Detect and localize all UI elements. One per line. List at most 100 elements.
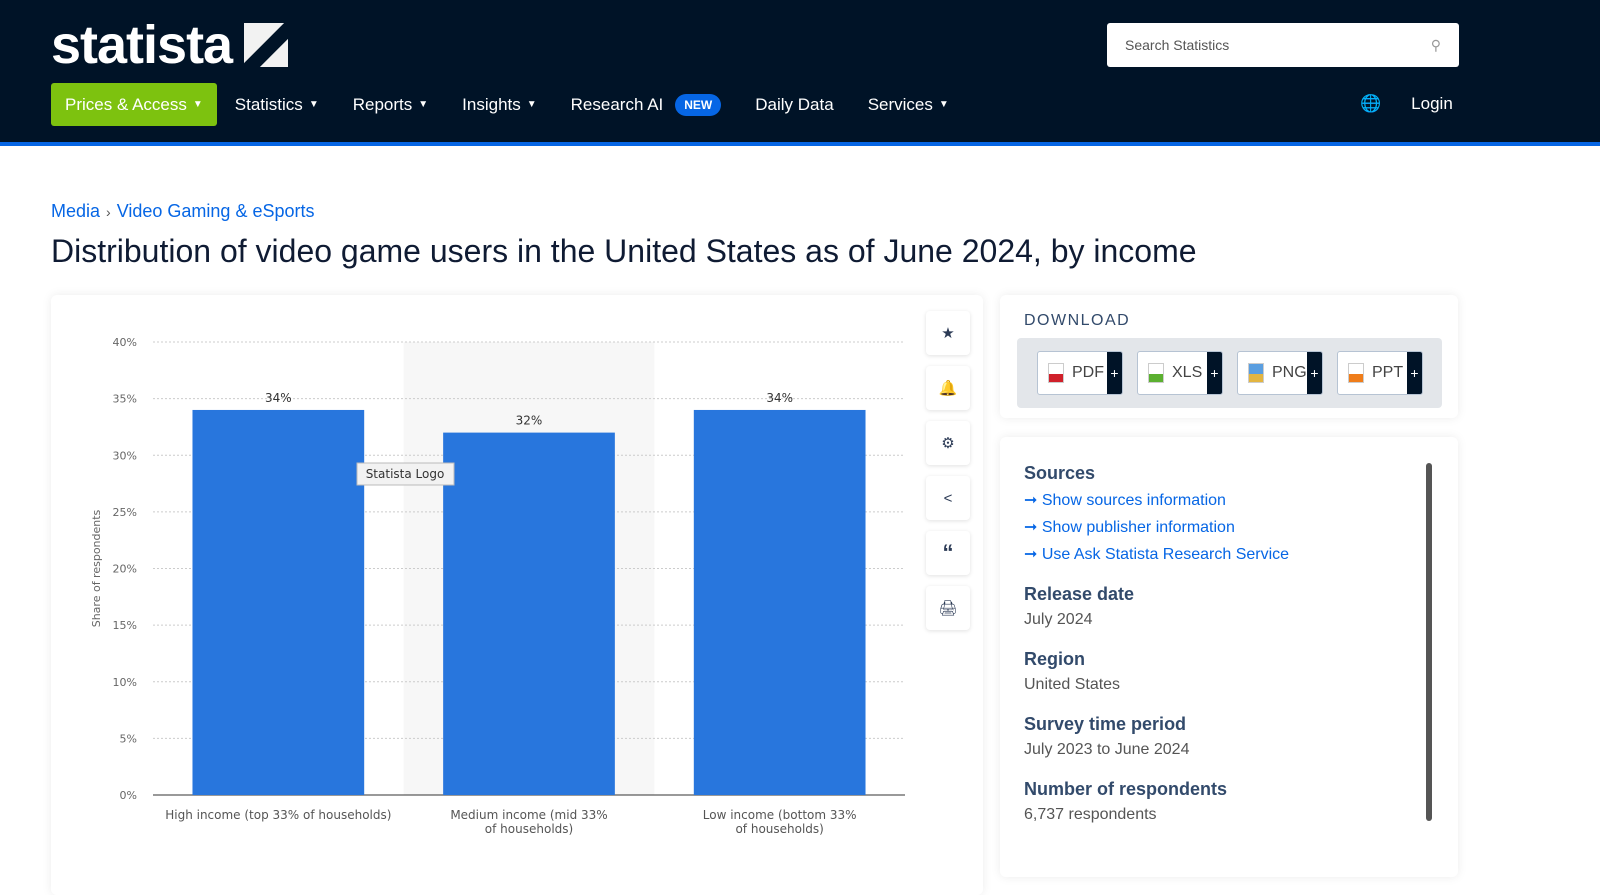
respondents-value: 6,737 respondents (1024, 806, 1157, 823)
chart-card: 0% 5% 10% 15% 20% 25% 30% 35% 40% Share of respon… (51, 295, 983, 895)
link-label: Show sources information (1041, 492, 1226, 509)
region-value: United States (1024, 676, 1121, 693)
respondents-label: Number of respondents (1024, 779, 1228, 799)
button-label: PPT (1372, 364, 1404, 381)
x-tick-label: Medium income (mid 33% (450, 808, 607, 822)
favorite-star-icon[interactable]: ★ (926, 311, 970, 355)
plus-icon[interactable]: + (1407, 352, 1422, 394)
y-tick-label: 20% (113, 563, 137, 576)
login-link[interactable]: Login (1411, 94, 1453, 113)
nav-label: Reports (352, 94, 413, 114)
region-label: Region (1024, 649, 1085, 669)
arrow-right-icon: ➞ (1024, 519, 1042, 536)
logo-mark-icon (244, 23, 289, 67)
statista-logo[interactable]: statista (51, 14, 289, 76)
download-ppt-button[interactable]: PPT + (1337, 351, 1423, 395)
header-divider (0, 142, 1600, 146)
search-icon[interactable]: ⚲ (1430, 36, 1441, 53)
scrollbar[interactable] (1426, 463, 1432, 821)
cite-quote-icon[interactable]: “ (926, 531, 970, 575)
breadcrumb-video-gaming[interactable]: Video Gaming & eSports (116, 201, 315, 221)
y-tick-label: 25% (113, 506, 137, 519)
plus-icon[interactable]: + (1207, 352, 1222, 394)
arrow-right-icon: ➞ (1024, 492, 1042, 509)
globe-icon[interactable]: 🌐 (1360, 94, 1382, 113)
button-label: PDF (1072, 364, 1104, 381)
nav-insights[interactable]: Insights ▼ (462, 95, 537, 115)
caret-down-icon: ▼ (192, 99, 203, 110)
survey-period-value: July 2023 to June 2024 (1024, 741, 1190, 758)
statistic-details-card: Sources ➞ Show sources information ➞ Sho… (1000, 437, 1458, 877)
caret-down-icon: ▼ (938, 99, 949, 110)
page-title: Distribution of video game users in the … (51, 233, 1197, 269)
x-tick-label: Low income (bottom 33% (703, 808, 857, 822)
link-label: Use Ask Statista Research Service (1041, 546, 1290, 563)
x-tick-label: High income (top 33% of households) (165, 808, 391, 822)
nav-label: Prices & Access (65, 94, 187, 114)
data-label: 34% (265, 391, 292, 405)
site-header: statista Search Statistics ⚲ Prices & Acc… (0, 0, 1600, 142)
nav-label: Daily Data (755, 94, 834, 114)
search-input[interactable]: Search Statistics ⚲ (1107, 23, 1459, 67)
arrow-right-icon: ➞ (1024, 546, 1042, 563)
statista-logo-tooltip (356, 462, 455, 486)
settings-gear-icon[interactable]: ⚙ (926, 421, 970, 465)
nav-prices-access[interactable]: Prices & Access ▼ (51, 83, 217, 126)
sources-heading: Sources (1024, 463, 1096, 483)
share-icon[interactable]: < (926, 476, 970, 520)
y-tick-label: 40% (113, 336, 137, 349)
logo-text: statista (51, 15, 233, 75)
plus-icon[interactable]: + (1307, 352, 1322, 394)
data-label: 34% (766, 391, 793, 405)
caret-down-icon: ▼ (526, 99, 537, 110)
y-axis-title: Share of respondents (90, 509, 103, 627)
y-tick-label: 15% (113, 619, 137, 632)
bar (443, 432, 615, 795)
new-badge: NEW (675, 93, 722, 116)
breadcrumb-separator: › (106, 204, 111, 220)
release-date-value: July 2024 (1024, 611, 1093, 628)
survey-period-label: Survey time period (1024, 714, 1187, 734)
button-label: XLS (1172, 364, 1203, 381)
data-label: 32% (516, 414, 543, 428)
button-label: PNG (1272, 364, 1307, 381)
png-image-icon (1248, 363, 1264, 383)
main-nav: Prices & Access ▼ Statistics ▼ Reports ▼ In… (51, 83, 983, 126)
plus-icon[interactable]: + (1107, 352, 1122, 394)
bar-chart: 0% 5% 10% 15% 20% 25% 30% 35% 40% Share of respon… (90, 336, 905, 836)
bar (693, 409, 866, 795)
caret-down-icon: ▼ (418, 99, 429, 110)
download-xls-button[interactable]: XLS + (1137, 351, 1223, 395)
y-tick-label: 35% (113, 393, 137, 406)
nav-label: Research AI (570, 94, 664, 114)
y-tick-label: 0% (120, 789, 137, 802)
notification-bell-icon[interactable]: 🔔 (926, 366, 970, 410)
y-tick-label: 30% (113, 449, 137, 462)
show-sources-link[interactable]: ➞ Show sources information (1024, 490, 1434, 510)
nav-label: Insights (462, 94, 521, 114)
download-pdf-button[interactable]: PDF + (1037, 351, 1123, 395)
breadcrumb: Media › Video Gaming & eSports (51, 201, 314, 222)
nav-statistics[interactable]: Statistics ▼ (235, 95, 319, 115)
nav-services[interactable]: Services ▼ (868, 95, 949, 115)
y-tick-label: 5% (120, 732, 137, 745)
link-label: Show publisher information (1041, 519, 1235, 536)
print-icon[interactable]: 🖨 (926, 586, 970, 630)
pdf-file-icon (1048, 363, 1064, 383)
x-tick-label: of households) (485, 822, 573, 836)
download-card: DOWNLOAD PDF + XLS + PNG + PPT + (1000, 295, 1458, 418)
nav-reports[interactable]: Reports ▼ (353, 95, 428, 115)
search-placeholder: Search Statistics (1125, 37, 1230, 53)
nav-daily-data[interactable]: Daily Data (755, 95, 833, 115)
xls-file-icon (1148, 363, 1164, 383)
research-service-link[interactable]: ➞ Use Ask Statista Research Service (1024, 544, 1434, 564)
breadcrumb-media[interactable]: Media (51, 201, 101, 221)
download-png-button[interactable]: PNG + (1237, 351, 1323, 395)
nav-research-ai[interactable]: Research AI NEW (570, 93, 722, 116)
nav-label: Services (867, 94, 933, 114)
show-publisher-link[interactable]: ➞ Show publisher information (1024, 517, 1434, 537)
release-date-label: Release date (1024, 584, 1135, 604)
caret-down-icon: ▼ (308, 99, 319, 110)
bar (192, 409, 365, 795)
x-tick-label: of households) (735, 822, 823, 836)
